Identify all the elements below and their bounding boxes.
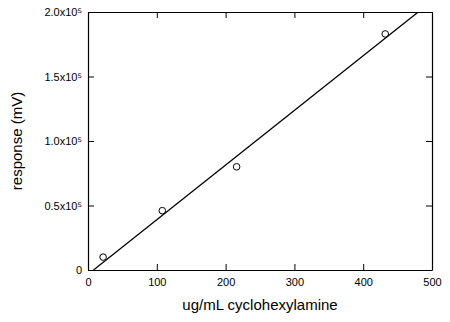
tick-mark — [88, 12, 89, 18]
tick-mark — [226, 264, 227, 270]
y-axis: 0 0.5x10⁵ 1.0x10⁵ 1.5x10⁵ 2.0x10⁵ — [44, 6, 94, 276]
tick-mark — [426, 206, 432, 207]
tick-mark — [226, 12, 227, 18]
x-axis-title: ug/mL cyclohexylamine — [182, 296, 337, 313]
fit-line — [94, 12, 419, 270]
tick-mark — [88, 141, 94, 142]
tick-mark — [426, 270, 432, 271]
tick — [426, 270, 432, 271]
tick-label: 0.5x10⁵ — [44, 200, 82, 212]
tick-label: 0 — [85, 276, 91, 288]
y-axis-right — [426, 13, 433, 271]
tick-mark — [88, 270, 94, 271]
tick — [157, 12, 158, 18]
tick-mark — [363, 12, 364, 18]
tick-mark — [363, 264, 364, 270]
axis-line — [89, 12, 433, 13]
tick-label: 400 — [355, 276, 373, 288]
tick-mark — [88, 206, 94, 207]
tick-mark — [88, 77, 94, 78]
x-axis-top — [89, 12, 433, 18]
y-axis-title: response (mV) — [8, 92, 25, 190]
tick-mark — [294, 12, 295, 18]
tick: 300 — [286, 264, 304, 288]
tick — [426, 206, 432, 207]
tick-label: 2.0x10⁵ — [44, 6, 82, 18]
tick: 0.5x10⁵ — [44, 200, 94, 212]
tick-label: 100 — [148, 276, 166, 288]
tick-label: 1.0x10⁵ — [44, 135, 82, 147]
tick-label: 0 — [76, 264, 82, 276]
tick-label: 500 — [423, 276, 441, 288]
marks — [94, 12, 419, 270]
tick-label: 300 — [286, 276, 304, 288]
tick-mark — [426, 77, 432, 78]
tick-mark — [157, 264, 158, 270]
tick: 100 — [148, 264, 166, 288]
tick: 1.5x10⁵ — [44, 71, 94, 83]
tick — [363, 12, 364, 18]
point — [100, 254, 107, 261]
tick-mark — [426, 12, 432, 13]
axis-line — [432, 13, 433, 271]
tick — [226, 12, 227, 18]
tick — [294, 12, 295, 18]
x-axis: 0 100 200 300 400 500 — [85, 264, 441, 288]
tick: 1.0x10⁵ — [44, 135, 94, 147]
point — [233, 164, 240, 171]
tick-mark — [294, 264, 295, 270]
tick: 0 — [76, 264, 94, 276]
tick: 200 — [217, 264, 235, 288]
axis-line — [89, 270, 433, 271]
chart: 0 100 200 300 400 500 0 0.5x10⁵ 1.0x10⁵ 1.5x10⁵ 2.… — [0, 0, 450, 322]
tick — [426, 141, 432, 142]
tick: 400 — [355, 264, 373, 288]
tick-mark — [426, 141, 432, 142]
tick-label: 200 — [217, 276, 235, 288]
tick — [426, 77, 432, 78]
tick — [426, 12, 432, 13]
tick — [88, 12, 89, 18]
tick: 2.0x10⁵ — [44, 6, 94, 18]
plot: 0 100 200 300 400 500 0 0.5x10⁵ 1.0x10⁵ 1.5x10⁵ 2.… — [44, 6, 441, 288]
tick-mark — [157, 12, 158, 18]
tick-label: 1.5x10⁵ — [44, 71, 82, 83]
